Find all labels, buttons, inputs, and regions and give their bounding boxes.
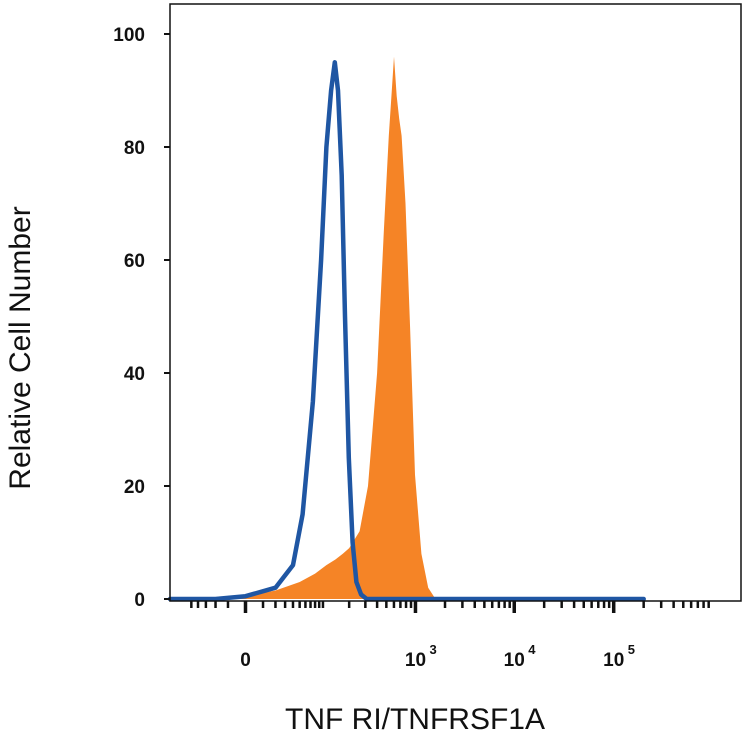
x-tick-label: 0 — [240, 650, 251, 671]
plot-frame — [169, 3, 742, 602]
y-tick-label: 60 — [124, 251, 145, 272]
x-tick-exponent: 4 — [528, 642, 536, 657]
y-tick-label: 20 — [124, 477, 145, 498]
series-layer — [167, 56, 646, 602]
x-tick-exponent: 5 — [628, 642, 635, 657]
series-1-area — [170, 56, 644, 600]
y-tick-label: 40 — [124, 364, 145, 385]
y-tick-label: 100 — [113, 25, 145, 46]
y-axis-label: Relative Cell Number — [4, 206, 37, 489]
y-tick-label: 80 — [124, 138, 145, 159]
x-tick-exponent: 3 — [429, 642, 436, 657]
x-axis-label: TNF RI/TNFRSF1A — [285, 703, 545, 736]
x-tick-label: 10 — [603, 650, 624, 671]
x-tick-label: 10 — [504, 650, 525, 671]
axes-layer — [169, 3, 742, 602]
x-tick-label: 10 — [405, 650, 426, 671]
series-2-line — [167, 60, 646, 602]
y-tick-label: 0 — [134, 590, 145, 611]
